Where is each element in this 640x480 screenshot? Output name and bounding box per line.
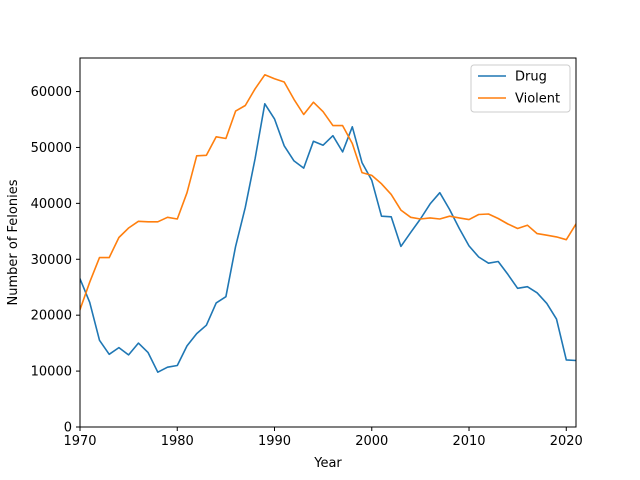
series-line-drug — [80, 103, 576, 374]
y-tick-label: 0 — [64, 421, 72, 436]
x-tick-label: 2020 — [550, 434, 583, 449]
x-tick-label: 1970 — [63, 434, 96, 449]
series-layer — [80, 74, 576, 374]
y-axis: 0 10000 20000 30000 40000 50000 60000 — [31, 85, 80, 436]
legend: Drug Violent — [470, 64, 571, 113]
y-tick-label: 50000 — [31, 141, 72, 156]
plot-background — [80, 58, 576, 427]
axes-frame — [79, 57, 577, 428]
plot-area — [79, 57, 577, 428]
x-axis: 1970 1980 1990 2000 2010 2020 — [63, 427, 583, 449]
y-tick-label: 60000 — [31, 85, 72, 100]
x-tick-label: 2000 — [355, 434, 388, 449]
y-tick-label: 10000 — [31, 365, 72, 380]
y-tick-label: 40000 — [31, 197, 72, 212]
legend-label-drug: Drug — [515, 70, 547, 85]
y-axis-title: Number of Felonies — [6, 179, 21, 305]
legend-label-violent: Violent — [515, 92, 560, 107]
x-tick-label: 1990 — [258, 434, 291, 449]
series-line-violent — [80, 74, 576, 311]
x-axis-title: Year — [313, 456, 342, 471]
x-tick-label: 1980 — [161, 434, 194, 449]
y-tick-label: 30000 — [31, 253, 72, 268]
x-tick-label: 2010 — [452, 434, 485, 449]
y-tick-label: 20000 — [31, 309, 72, 324]
